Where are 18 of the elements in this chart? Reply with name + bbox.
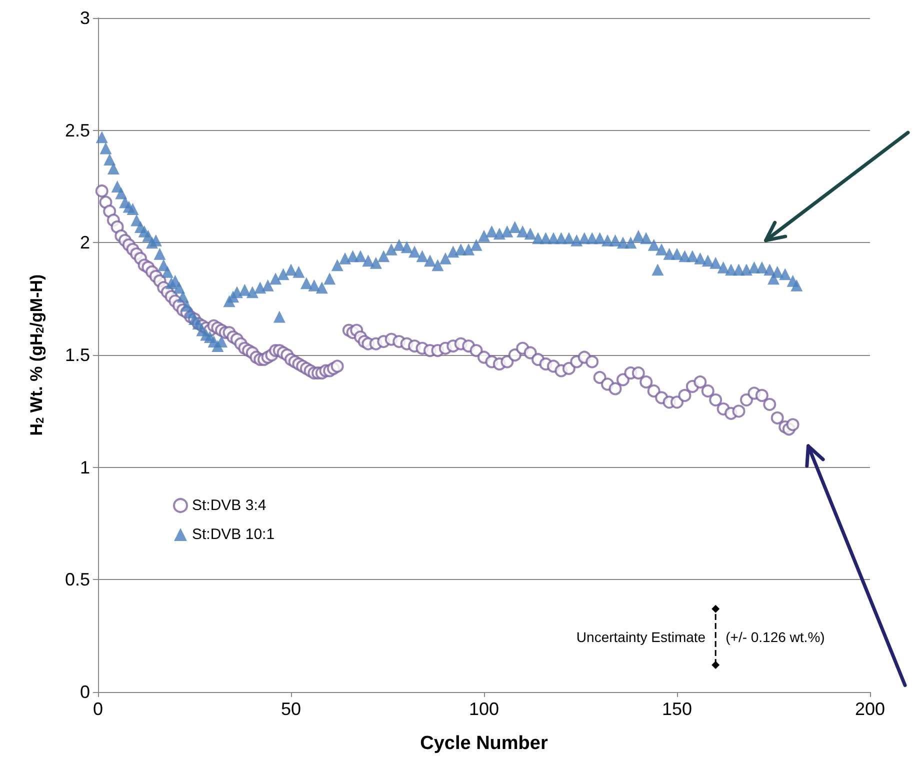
y-tick-label: 1	[80, 457, 90, 478]
annotation: Uncertainty Estimate	[576, 628, 706, 645]
y-tick-label: 1.5	[64, 345, 90, 365]
y-tick-label: 2	[80, 232, 90, 253]
annotation: (+/- 0.126 wt.%)	[726, 628, 825, 645]
legend-label: St:DVB 10:1	[192, 526, 275, 543]
y-axis-title: H2 Wt. % (gH2/gM-H)	[27, 274, 46, 436]
x-tick-label: 100	[468, 699, 500, 719]
legend-label: St:DVB 3:4	[192, 497, 266, 514]
y-tick-label: 2.5	[64, 120, 90, 140]
y-tick-label: 0.5	[64, 570, 90, 590]
x-tick-label: 200	[854, 699, 886, 719]
y-tick-label: 3	[80, 8, 90, 28]
x-axis-title: Cycle Number	[420, 733, 548, 754]
x-tick-label: 50	[280, 699, 302, 719]
x-tick-label: 150	[662, 699, 692, 719]
x-tick-label: 0	[92, 699, 104, 719]
y-tick-label: 0	[80, 682, 90, 702]
